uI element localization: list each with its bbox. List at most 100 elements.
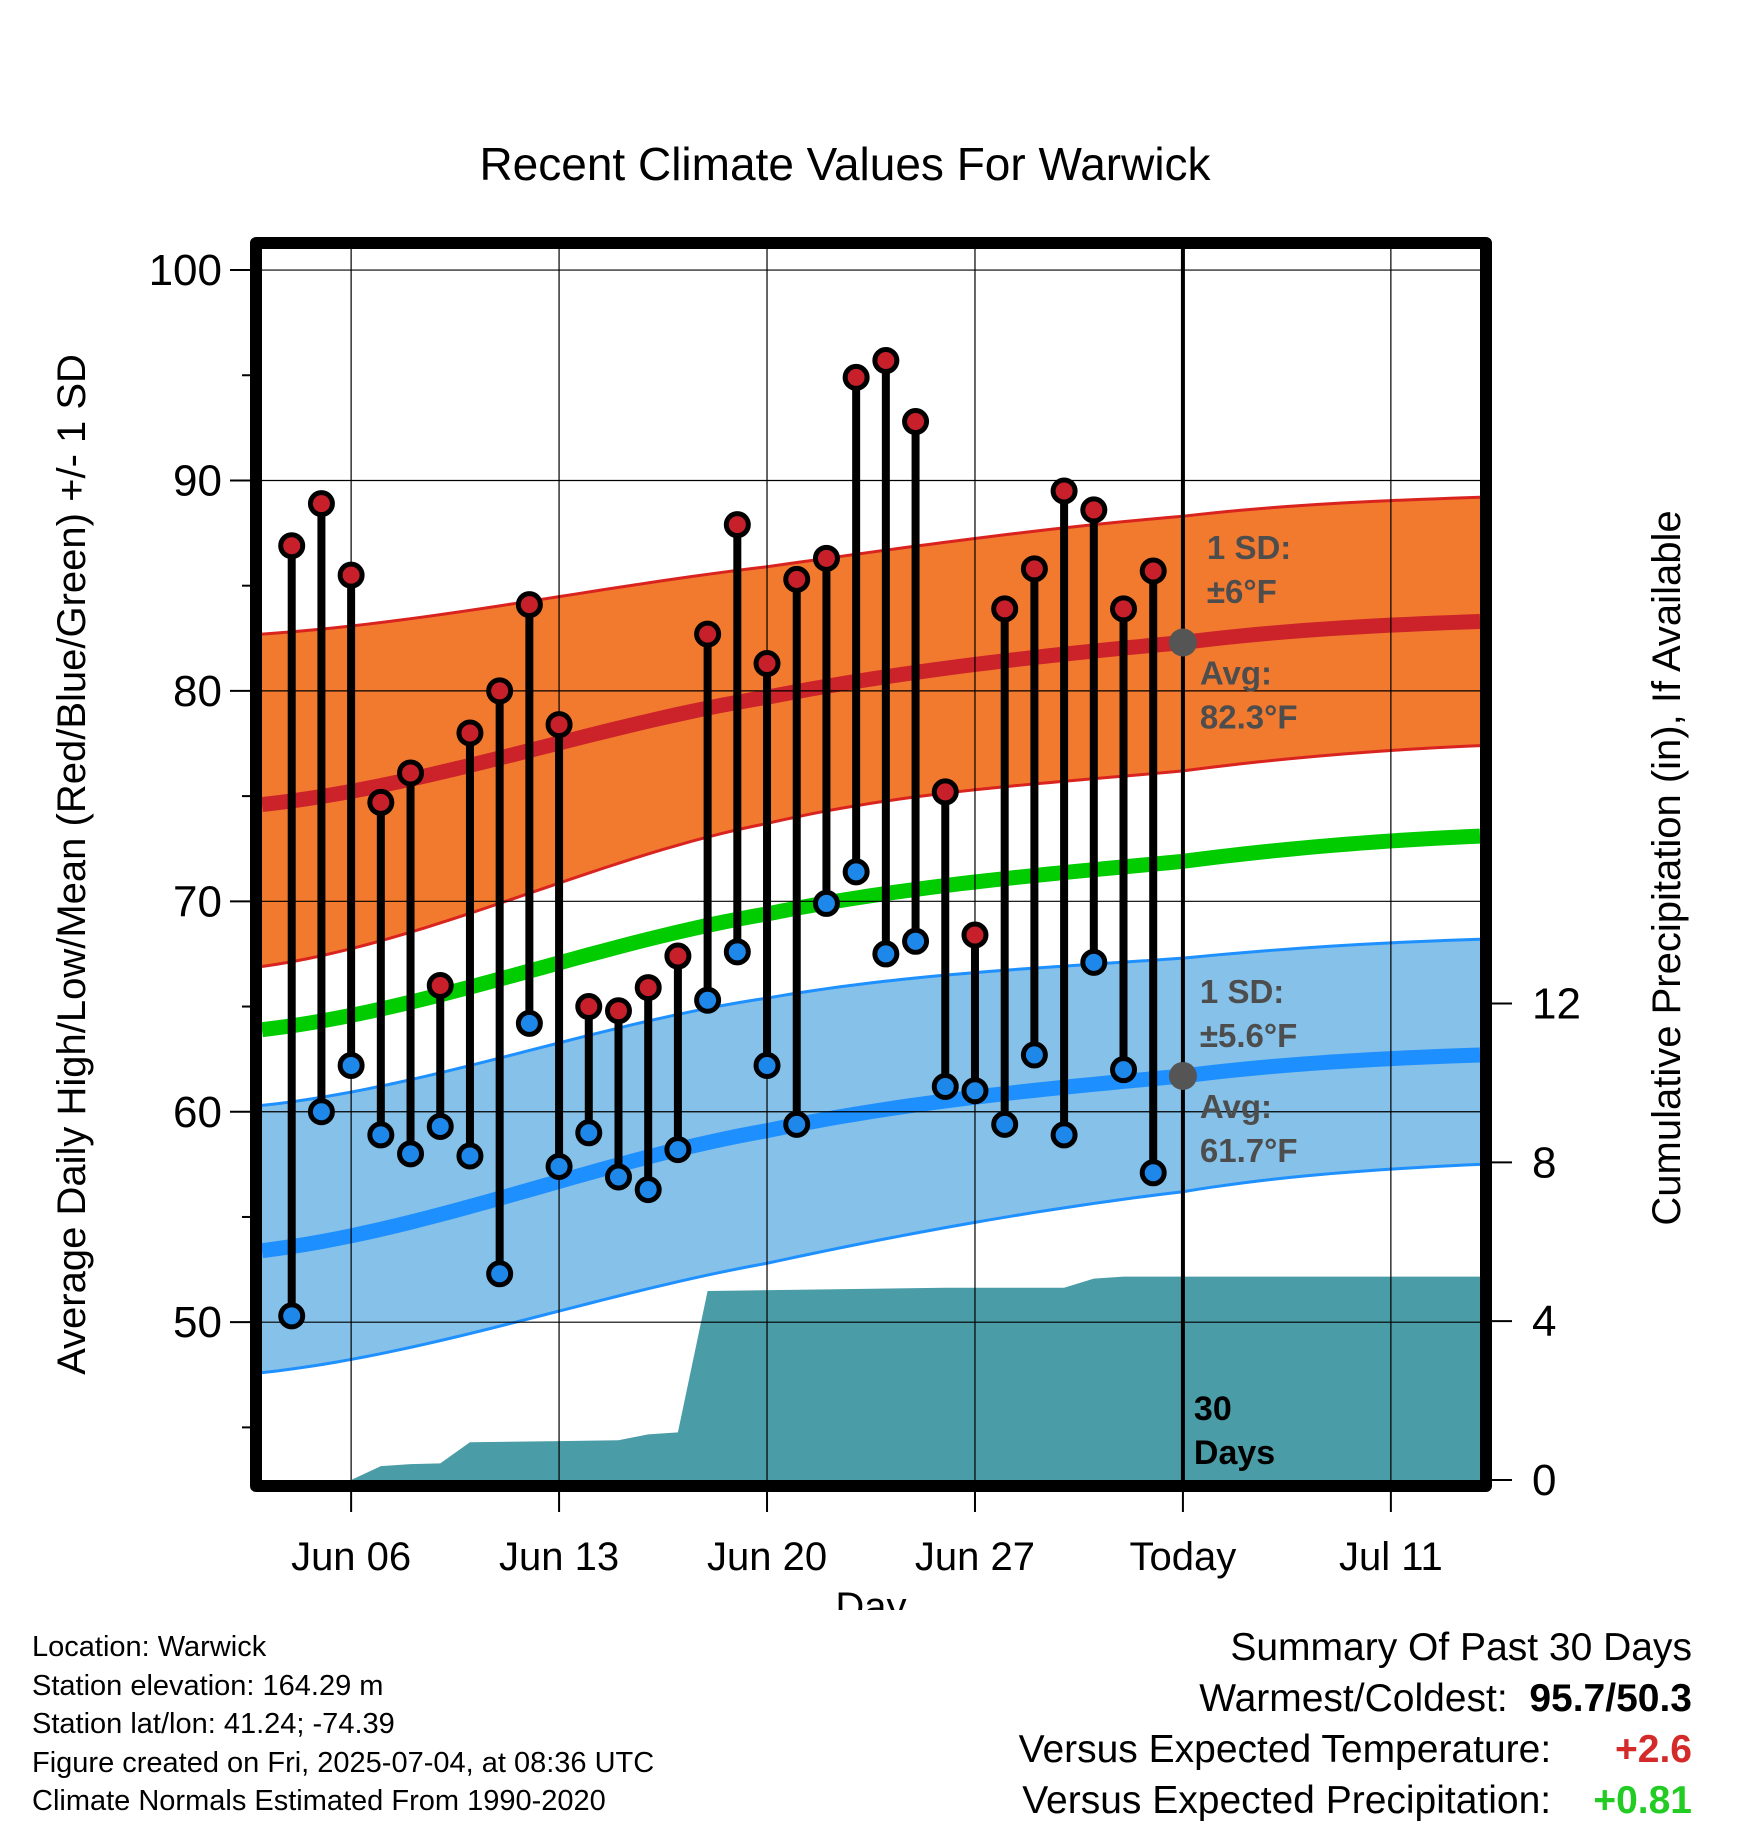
high-temp-point [931,778,959,806]
low-sd-lower-line [262,1162,1480,1375]
high-temp-point [1080,496,1108,524]
low-sd-upper-line [262,937,1480,1107]
high-temp-point [634,974,662,1002]
precip-row: Versus Expected Precipitation: +0.81 [1019,1775,1692,1826]
low-temp-point [278,1302,306,1330]
summary-panel: Summary Of Past 30 Days Warmest/Coldest:… [1019,1622,1692,1826]
high-temp-point [753,650,781,678]
high-avg-annotation-line-1: Avg: [1200,654,1272,691]
x-tick-label: Jun 13 [499,1535,619,1579]
coldest-value: 50.3 [1616,1677,1692,1720]
y-tick-label: 50 [173,1298,222,1347]
y-tick-label: 70 [173,877,222,926]
high-temp-point [278,532,306,560]
low-temp-point [842,858,870,886]
high-temp-point [545,711,573,739]
y-tick-label: 100 [149,246,222,295]
y2-tick-label: 4 [1532,1297,1556,1346]
high-temp-point [307,490,335,518]
low-temp-point [545,1152,573,1180]
low-temp-point [961,1077,989,1105]
y2-tick-label: 0 [1532,1456,1556,1505]
low-avg-annotation-line-1: Avg: [1200,1088,1272,1125]
normals-text: Climate Normals Estimated From 1990-2020 [32,1785,606,1817]
high-temp-point [723,511,751,539]
x-tick-label: Jun 27 [915,1535,1035,1579]
high-temp-point [961,921,989,949]
mean-line [262,828,1480,1038]
y2-axis-label: Cumulative Precipitation (in), If Availa… [1645,510,1689,1225]
high-temp-point [872,347,900,375]
x-tick-label: Today [1130,1535,1237,1579]
low-temp-point [1110,1056,1138,1084]
x-axis-label: Day [835,1585,906,1610]
high-sd-annotation-line-1: 1 SD: [1207,529,1291,566]
y-tick-label: 90 [173,456,222,505]
station-info: Location: Warwick Station elevation: 164… [32,1628,654,1821]
high-temp-point [426,971,454,999]
low-temp-point [634,1176,662,1204]
high-temp-point [456,719,484,747]
axes: 50 60 70 80 90 100 0 4 8 12 Jun 06 Jun 13 Jun 20 Jun … [149,237,1581,1579]
latlon-text: Station lat/lon: 41.24; -74.39 [32,1708,395,1740]
high-temp-point [991,595,1019,623]
low-temp-point [1050,1121,1078,1149]
high-temp-point [367,788,395,816]
data-marks: 1 SD: ±6°F Avg: 82.3°F 1 SD: ±5.6°F Avg: 61.7°F… [278,347,1298,1472]
high-temp-point [397,759,425,787]
x-tick-label: Jun 20 [707,1535,827,1579]
high-avg-line [262,613,1480,812]
x-tick-label: Jul 11 [1339,1535,1443,1579]
low-temp-point [1020,1041,1048,1069]
low-temp-point [456,1142,484,1170]
high-temp-point [337,561,365,589]
chart-title: Recent Climate Values For Warwick [479,138,1211,190]
high-temp-point [842,363,870,391]
high-sd-upper-line [262,495,1480,636]
low-temp-point [931,1073,959,1101]
today-days-label: 30 [1194,1390,1232,1428]
high-temp-point [664,942,692,970]
low-temp-point [397,1140,425,1168]
temp-label: Versus Expected Temperature: [1018,1728,1552,1771]
low-temp-point [991,1110,1019,1138]
warmest-value: 95.7 [1529,1677,1606,1720]
today-low-avg-marker [1168,1061,1197,1090]
low-temp-point [575,1119,603,1147]
low-temp-point [872,940,900,968]
high-temp-point [515,591,543,619]
precip-label: Versus Expected Precipitation: [1022,1779,1552,1822]
high-sd-band [262,497,1480,967]
low-temp-point [664,1136,692,1164]
high-sd-lower-line [262,744,1480,969]
low-temp-point [486,1260,514,1288]
high-temp-point [812,544,840,572]
x-tick-label: Jun 06 [291,1535,411,1579]
low-temp-point [902,927,930,955]
low-temp-point [515,1009,543,1037]
low-temp-point [426,1112,454,1140]
y-tick-label: 80 [173,667,222,716]
high-temp-point [1139,557,1167,585]
warm-cold-label: Warmest/Coldest: [1199,1677,1508,1720]
y-axis-label: Average Daily High/Low/Mean (Red/Blue/Gr… [50,354,94,1375]
low-temp-point [783,1110,811,1138]
high-temp-point [604,997,632,1025]
y2-tick-label: 8 [1532,1138,1556,1187]
today-high-avg-marker [1168,628,1197,657]
created-text: Figure created on Fri, 2025-07-04, at 08… [32,1746,655,1779]
high-temp-point [1110,595,1138,623]
y2-tick-label: 12 [1532,979,1581,1028]
high-temp-point [575,993,603,1021]
plot-frame [250,237,1492,1492]
y-tick-label: 60 [173,1088,222,1137]
high-sd-annotation-line-2: ±6°F [1207,573,1277,610]
low-temp-point [1139,1159,1167,1187]
high-avg-annotation-line-2: 82.3°F [1200,698,1298,735]
elevation-text: Station elevation: 164.29 m [32,1669,384,1702]
low-temp-point [812,889,840,917]
temp-anomaly-value: +2.6 [1615,1728,1692,1771]
high-temp-point [1020,555,1048,583]
low-temp-point [367,1121,395,1149]
high-temp-point [902,408,930,436]
